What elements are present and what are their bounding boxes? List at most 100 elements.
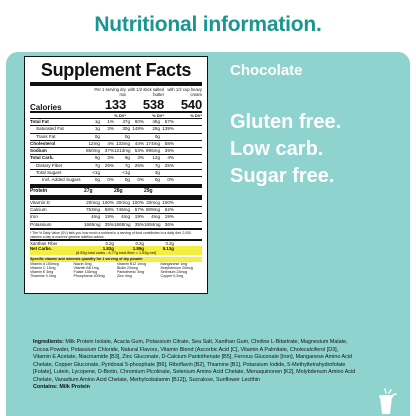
- net-carb-rows: Xanthan Fiber 0.2g 0.2g 0.2g Net Carbs. 1.82g…: [30, 241, 202, 251]
- nutrient-name: Trans Fat: [36, 133, 56, 139]
- ingredients-block: Ingredients: Milk Protein Isolate, Acaci…: [33, 339, 357, 392]
- nutrient-name: Saturated Fat: [36, 126, 64, 132]
- nutrient-value: 4mg: [151, 214, 160, 220]
- nutrient-value: 19%: [104, 214, 114, 220]
- nutrient-value: 12g: [152, 155, 160, 161]
- nutrient-value: 850mg: [85, 148, 100, 154]
- serving-headers: Per 1 serving dry mix with 1/2 stick sal…: [94, 87, 202, 97]
- dv-header: % DV* % DV* % DV*: [114, 113, 202, 118]
- nutrient-value: 4mg: [121, 214, 130, 220]
- protein-row: Protein 27g 28g 29g: [30, 187, 153, 194]
- nutrient-value: 895mg: [145, 148, 160, 154]
- nutrient-value: [100, 170, 114, 176]
- nutrient-value: 37%: [104, 148, 114, 154]
- nutrient-name: Incl. Added Sugars: [42, 177, 81, 183]
- nutrient-value: 1g: [94, 119, 100, 124]
- nutrient-value: 0%: [107, 177, 114, 183]
- nutrient-value: 809mg: [145, 206, 160, 212]
- nutrient-value: 100%: [102, 199, 114, 205]
- vitamin-mineral-item: Vitamin E 3mg: [30, 269, 54, 274]
- nutrient-value: [160, 134, 174, 140]
- nutrient-value: 0%: [167, 177, 174, 183]
- nutrient-value: 25%: [164, 162, 174, 168]
- nutrient-value: 0g: [94, 133, 100, 139]
- nutrient-value: 19%: [134, 214, 144, 220]
- nutrient-row: Cholesterol 12mg 4% 133mg 44% 174mg 58%: [30, 139, 202, 147]
- nutrient-value: 57%: [164, 119, 174, 124]
- nutrient-value: 0g: [124, 177, 130, 183]
- nutrient-value: 1g: [94, 126, 100, 132]
- vitamin-mineral-item: Pantothenic 3mg: [117, 269, 144, 274]
- nutrient-value: 7g: [154, 162, 160, 168]
- claim-gluten-free: Gluten free.: [230, 111, 342, 133]
- net-carb-note: (8.59g total carbs - 6.77g total fiber =…: [30, 250, 202, 256]
- net-row: Xanthan Fiber 0.2g 0.2g 0.2g: [30, 240, 174, 246]
- nutrient-value: 100%: [162, 199, 174, 205]
- nutrient-value: 3%: [107, 126, 114, 132]
- nutrient-value: 58%: [104, 206, 114, 212]
- claim-low-carb: Low carb.: [230, 138, 324, 160]
- nutrient-value: 7g: [94, 162, 100, 168]
- nutrient-row: Vitamin D 20mcg 100% 20mcg 100% 20mcg 100%: [30, 198, 202, 206]
- nutrient-value: [160, 170, 174, 176]
- vitamin-mineral-item: Thiamine 0.3mg: [30, 274, 56, 279]
- nutrient-value: 28g: [152, 126, 160, 132]
- nutrient-value: [130, 170, 144, 176]
- contains-text: Milk Protein: [59, 384, 90, 390]
- nutrient-row: Total Fat 1g 1% 47g 60% 45g 57%: [30, 118, 202, 125]
- nutrient-name: Vitamin D: [30, 199, 50, 205]
- nutrient-value: 0%: [137, 177, 144, 183]
- nutrient-value: 1213mg: [114, 148, 131, 154]
- nutrient-value: 0g: [94, 177, 100, 183]
- nutrient-row: Calcium 753mg 58% 746mg 57% 809mg 62%: [30, 205, 202, 213]
- nutrient-value: <1g: [122, 170, 130, 176]
- nutrient-row: Saturated Fat 1g 3% 30g 148% 28g 139%: [30, 125, 202, 132]
- nutrient-value: 746mg: [115, 206, 130, 212]
- nutrient-value: 4%: [167, 155, 174, 161]
- nutrient-value: 133mg: [115, 140, 130, 146]
- nutrient-name: Total Carb.: [30, 155, 54, 161]
- ingredients-text: Milk Protein Isolate, Acacia Gum, Potass…: [33, 339, 356, 383]
- nutrient-value: 39%: [164, 148, 174, 154]
- nutrient-value: 35%: [104, 221, 114, 227]
- nutrient-value: 20mcg: [146, 199, 160, 205]
- nutrient-value: 35%: [134, 221, 144, 227]
- nutrient-rows: Total Fat 1g 1% 47g 60% 45g 57% Saturated Fat 1g…: [30, 118, 202, 184]
- nutrient-value: 139%: [162, 126, 174, 132]
- nutrient-row: Potassium 1665mg 35% 1668mg 35% 1694mg 36%: [30, 220, 202, 228]
- nutrient-value: 60%: [134, 119, 144, 124]
- dv-footnote: * The % Daily Value (DV) tells you how m…: [30, 230, 192, 239]
- nutrient-row: Sodium 850mg 37% 1213mg 53% 895mg 39%: [30, 147, 202, 154]
- nutrient-value: 44%: [134, 140, 144, 146]
- vitamin-mineral-item: Zinc 4mg: [117, 274, 132, 279]
- vitamin-mineral-item: Folate 135mcg: [73, 269, 98, 274]
- nutrient-value: 4%: [107, 140, 114, 146]
- nutrient-value: 62%: [164, 206, 174, 212]
- nutrient-name: Total Fat: [30, 119, 49, 124]
- ingredients-label: Ingredients:: [33, 339, 64, 345]
- nutrient-value: 47g: [122, 119, 130, 124]
- nutrient-value: 9g: [124, 155, 130, 161]
- calories-row: Calories 133 538 540: [30, 97, 202, 112]
- nutrient-name: Iron: [30, 214, 38, 220]
- vitamin-mineral-item: Molybdenum 20mcg: [160, 265, 193, 270]
- nutrient-value: 753mg: [85, 206, 100, 212]
- nutrient-value: 19%: [164, 214, 174, 220]
- nutrient-value: 3%: [107, 155, 114, 161]
- nutrient-value: 1694mg: [144, 221, 161, 227]
- nutrient-value: 100%: [132, 199, 144, 205]
- nutrient-value: 20mcg: [116, 199, 130, 205]
- nutrient-value: 25%: [104, 162, 114, 168]
- nutrient-value: [130, 134, 144, 140]
- vitamin-mineral-item: Vitamin C 13mg: [30, 265, 56, 270]
- claim-sugar-free: Sugar free.: [230, 165, 335, 187]
- nutrient-value: 3%: [137, 155, 144, 161]
- vitamin-mineral-item: Phosphorus 400mg: [73, 274, 105, 279]
- vitamin-mineral-item: Vitamin B6 1mg: [73, 265, 99, 270]
- nutrient-value: 1668mg: [114, 221, 131, 227]
- nutrient-value: 7g: [124, 162, 130, 168]
- nutrient-name: Calcium: [30, 206, 47, 212]
- nutrient-value: [100, 134, 114, 140]
- claims-list: Gluten free. Low carb. Sugar free.: [230, 109, 341, 190]
- nutrient-value: <1g: [92, 170, 100, 176]
